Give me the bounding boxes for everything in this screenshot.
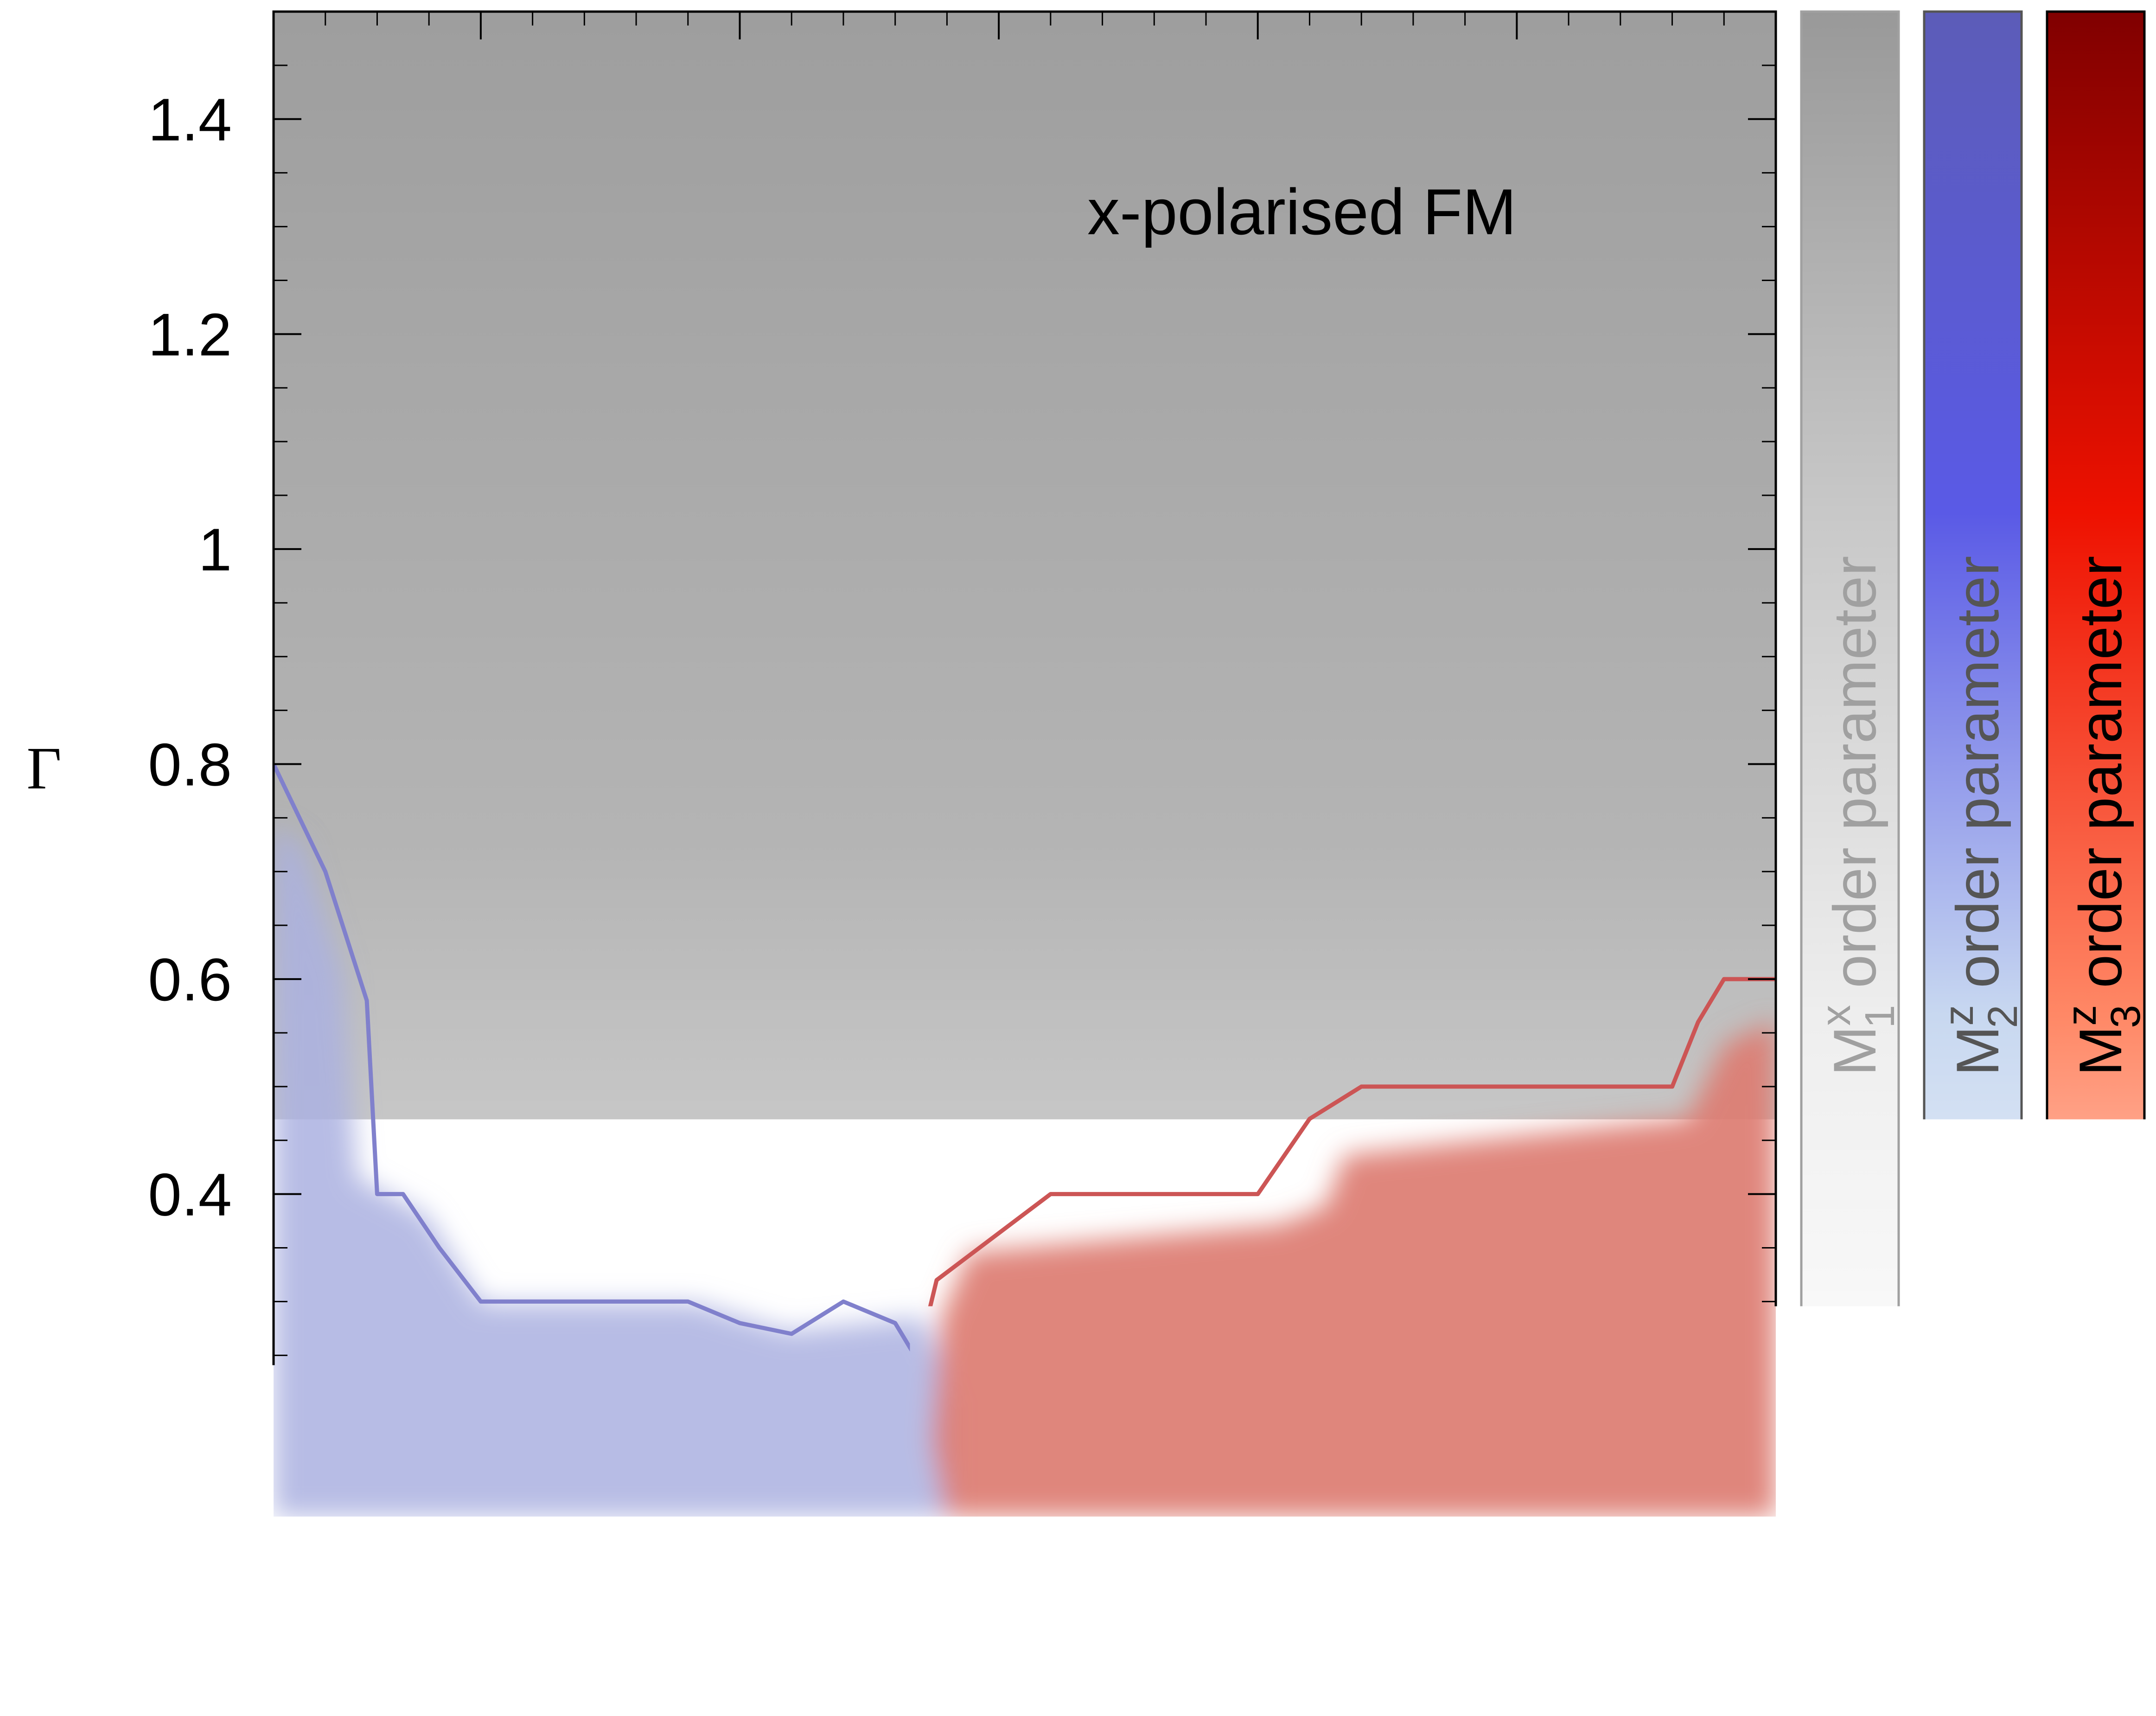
y-axis-label: Γ (26, 735, 61, 802)
x-tick-label: 3.5 (1475, 1548, 1559, 1615)
colorbar-m3z: Mz3 order parameter (2047, 12, 2149, 1517)
x-tick-label: 2.5 (957, 1548, 1041, 1615)
y-tick-label: 0.4 (148, 1161, 232, 1229)
y-tick-label: 1.4 (148, 86, 232, 154)
colorbar-m2z: Mz2 order parameter (1924, 12, 2026, 1517)
y-tick-label: 0.6 (148, 946, 232, 1013)
x-axis-label: α (972, 1656, 1003, 1716)
y-tick-label: 0.2 (148, 1376, 232, 1443)
x-tick-label: 2 (723, 1548, 756, 1615)
annotation-clock: (0.5,-0.5,0) clock (1087, 1300, 1571, 1373)
x-tick-label: 3 (1241, 1548, 1275, 1615)
y-tick-label: 0.8 (148, 731, 232, 799)
annotation-afm: columnar AFM (320, 1363, 738, 1435)
x-tick-label: 4 (1759, 1548, 1792, 1615)
annotation-fm: x-polarised FM (1087, 175, 1517, 248)
y-tick-label: 1 (198, 516, 232, 583)
y-tick-label: 1.2 (148, 301, 232, 368)
colorbar-m1x: Mx1 order parameter (1801, 12, 1903, 1517)
x-tick-label: 1.5 (439, 1548, 523, 1615)
